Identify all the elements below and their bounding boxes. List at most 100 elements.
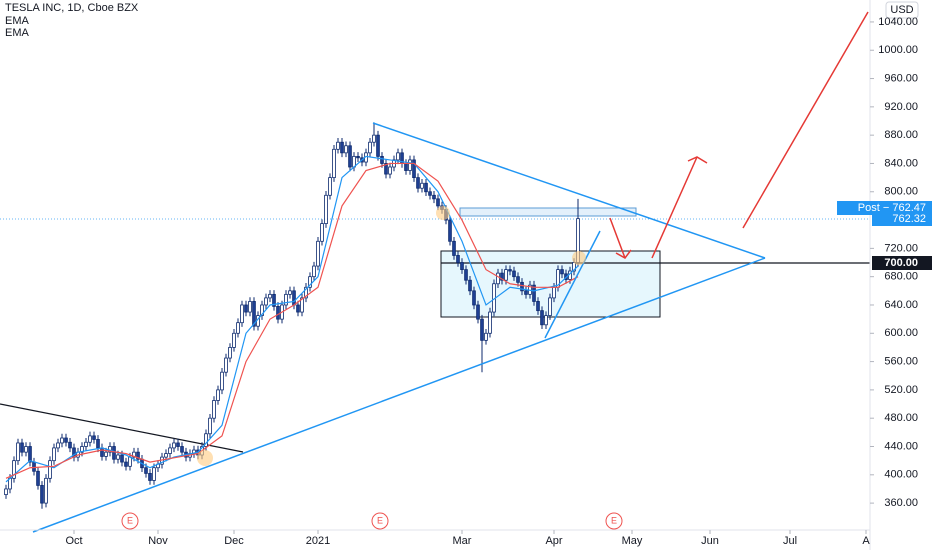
earnings-marker [121,512,139,530]
candle-body [40,485,44,504]
candle-body [520,281,524,292]
candle-body [348,145,352,168]
candle-body [112,446,116,460]
candle-body [24,446,28,453]
candle-body [228,347,232,359]
candle-body [60,437,64,444]
candle-body [84,441,88,447]
candle-body [20,442,24,453]
candle-body [320,223,324,242]
candle-body [36,470,40,486]
x-tick-label: Mar [453,535,472,547]
candle-body [44,477,48,504]
earnings-label: E [611,515,617,525]
candle-body [536,301,540,312]
candle-body [116,454,120,460]
candle-body [412,159,416,179]
candle-body [448,219,452,242]
y-tick-label: 560.00 [884,355,918,367]
candle-body [316,240,320,267]
candle-body [540,310,544,326]
highlight [197,450,213,466]
projection-line [742,11,869,229]
candle-body [420,182,424,189]
x-tick-label: Dec [224,535,244,547]
candle-body [224,357,228,373]
candle-body [480,318,484,341]
candle-body [472,290,476,306]
currency-box [885,1,919,19]
earnings-label: E [127,515,133,525]
candle-body [264,297,268,306]
candle-body [204,433,208,447]
candle-body [460,262,464,270]
candle-body [28,446,32,463]
arrow [651,156,698,259]
candle-body [524,290,528,295]
y-tick-label: 640.00 [884,299,918,311]
x-tick-label: 2021 [306,535,330,547]
x-tick-label: May [622,535,643,547]
y-tick-label: 720.00 [884,242,918,254]
candle-body [344,145,348,154]
candle-body [508,269,512,272]
highlight [572,251,586,265]
candle-body [336,141,340,150]
candle-body [376,134,380,157]
candle-body [208,417,212,435]
candle-body [96,439,100,449]
candle-body [4,488,8,496]
candle-body [104,451,108,457]
legend-title: TESLA INC, 1D, Cboe BZX [5,2,139,14]
candle-body [52,447,56,462]
candle-body [552,286,556,299]
candle-body [456,255,460,263]
y-tick-label: 360.00 [884,497,918,509]
candle-body [216,389,220,401]
drawings [0,207,870,453]
candle-body [284,293,288,306]
candle-body [144,467,148,474]
candle-body [220,371,224,391]
y-tick-label: 1000.00 [878,44,918,56]
candle-body [404,163,408,171]
candle-body [304,286,308,299]
y-tick-label: 960.00 [884,72,918,84]
post-price-label: Post − 762.47 [858,202,926,214]
candle-body [212,400,216,419]
candle-body [372,134,376,143]
candle-body [500,272,504,281]
x-tick-label: Nov [148,535,168,547]
candle-body [548,297,552,316]
candle-body [136,451,140,460]
x-tick-label: A [862,535,870,547]
candle-body [16,442,20,462]
arrow-head [615,249,632,259]
y-tick-label: 800.00 [884,186,918,198]
plot [4,122,580,509]
candle-body [32,461,36,472]
candle-body [324,194,328,225]
x-tick-label: Apr [545,535,562,547]
candle-body [468,279,472,292]
candle-body [384,163,388,175]
candle-body [272,293,276,307]
candle-body [248,301,252,313]
candle-body [240,304,244,324]
candle-body [436,198,440,207]
candle-body [292,290,296,306]
candle-body [516,276,520,283]
candle-body [396,152,400,161]
candle-body [64,437,68,443]
candle-body [120,454,124,463]
candle-body [428,191,432,196]
candle-body [92,435,96,440]
candle-body [544,315,548,326]
candle-body [408,159,412,171]
candle-body [300,297,304,313]
candle-body [416,177,420,189]
arrow-head [687,156,708,164]
candle-body [244,304,248,313]
y-tick-label: 840.00 [884,157,918,169]
